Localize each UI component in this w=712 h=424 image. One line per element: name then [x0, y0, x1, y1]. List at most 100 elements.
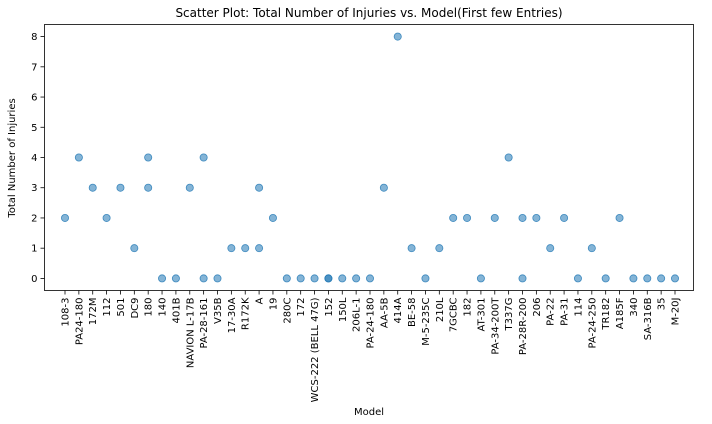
x-tick-label: TR182 [601, 298, 612, 331]
x-axis-label: Model [354, 407, 384, 418]
scatter-point [158, 274, 167, 283]
y-axis-label: Total Number of Injuries [7, 98, 18, 218]
scatter-point [310, 274, 319, 283]
scatter-point [435, 244, 444, 253]
scatter-point [504, 153, 513, 162]
x-tick-label: 206 [532, 298, 543, 317]
scatter-point [449, 213, 458, 222]
x-tick-label: 35 [657, 298, 668, 311]
scatter-point [268, 213, 277, 222]
x-tick-label: PA-28-161 [199, 298, 210, 349]
x-tick-label: BE-58 [407, 298, 418, 328]
scatter-point [199, 153, 208, 162]
x-tick-label: 7GCBC [449, 297, 460, 332]
x-tick-label: 114 [573, 298, 584, 317]
scatter-points [61, 32, 680, 283]
scatter-point [88, 183, 97, 192]
scatter-point [490, 213, 499, 222]
scatter-point [615, 213, 624, 222]
x-tick-label: SA-316B [643, 297, 654, 340]
x-axis-ticks: 108-3 PA24-180 172M 112 501 DC9 180 140 401B NAVI… [61, 290, 682, 402]
x-tick-label: A185F [615, 297, 626, 329]
scatter-point [379, 183, 388, 192]
x-tick-label: AT-301 [476, 298, 487, 332]
x-tick-label: 172M [88, 298, 99, 326]
scatter-point [199, 274, 208, 283]
scatter-point [518, 213, 527, 222]
scatter-point [255, 244, 264, 253]
x-tick-label: 210L [435, 297, 446, 322]
y-tick-label: 4 [31, 153, 37, 164]
x-tick-label: 108-3 [61, 298, 72, 327]
y-tick-label: 3 [31, 183, 37, 194]
x-tick-label: 414A [393, 297, 404, 323]
scatter-point [365, 274, 374, 283]
x-tick-label: M-5-235C [421, 297, 432, 345]
y-tick-label: 1 [31, 244, 37, 255]
scatter-point [657, 274, 666, 283]
scatter-point [227, 244, 236, 253]
scatter-point [643, 274, 652, 283]
x-tick-label: V35B [213, 297, 224, 324]
y-tick-label: 0 [31, 274, 37, 285]
x-tick-label: A [255, 297, 266, 304]
scatter-point [338, 274, 347, 283]
x-tick-label: PA-34-200T [490, 297, 501, 355]
x-tick-label: PA-28R-200 [518, 298, 529, 356]
x-tick-label: 172 [296, 298, 307, 317]
x-tick-label: PA-24-250 [587, 298, 598, 349]
x-tick-label: PA-24-180 [366, 298, 377, 349]
scatter-point [171, 274, 180, 283]
x-tick-label: PA-31 [560, 298, 571, 326]
x-tick-label: 152 [324, 298, 335, 317]
x-tick-label: 401B [171, 297, 182, 323]
x-tick-label: 17-30A [227, 297, 238, 333]
scatter-point [324, 274, 333, 283]
scatter-point [255, 183, 264, 192]
scatter-point [629, 274, 638, 283]
scatter-point [144, 183, 153, 192]
y-tick-label: 6 [31, 93, 37, 104]
scatter-point [601, 274, 610, 283]
y-axis-ticks: 0 1 2 3 4 5 6 7 8 [31, 32, 45, 285]
scatter-point [144, 153, 153, 162]
scatter-point [352, 274, 361, 283]
scatter-point [213, 274, 222, 283]
scatter-point [671, 274, 680, 283]
scatter-point [61, 213, 70, 222]
scatter-point [546, 244, 555, 253]
scatter-point [74, 153, 83, 162]
x-tick-label: 150L [338, 297, 349, 322]
scatter-point [102, 213, 111, 222]
x-tick-label: 19 [268, 298, 279, 311]
x-tick-label: DC9 [130, 298, 141, 319]
scatter-point [532, 213, 541, 222]
scatter-point [130, 244, 139, 253]
x-tick-label: 280C [282, 297, 293, 323]
scatter-point [393, 32, 402, 41]
scatter-point [116, 183, 125, 192]
scatter-point [185, 183, 194, 192]
x-tick-label: 182 [463, 298, 474, 317]
y-tick-label: 5 [31, 123, 37, 134]
y-tick-label: 8 [31, 32, 37, 43]
x-tick-label: 140 [158, 298, 169, 317]
x-tick-label: AA-5B [379, 297, 390, 328]
x-tick-label: R172K [241, 297, 252, 330]
scatter-point [476, 274, 485, 283]
y-tick-label: 2 [31, 213, 37, 224]
x-tick-label: 340 [629, 298, 640, 317]
x-tick-label: 206L-1 [352, 298, 363, 332]
chart-title: Scatter Plot: Total Number of Injuries v… [175, 6, 562, 20]
plot-area-frame [44, 24, 694, 291]
scatter-point [296, 274, 305, 283]
x-tick-label: WCS-222 (BELL 47G) [310, 297, 321, 402]
scatter-point [282, 274, 291, 283]
scatter-point [463, 213, 472, 222]
x-tick-label: PA-22 [546, 298, 557, 326]
x-tick-label: NAVION L-17B [185, 297, 196, 368]
scatter-point [573, 274, 582, 283]
x-tick-label: M-20J [671, 298, 682, 326]
x-tick-label: 112 [102, 298, 113, 317]
